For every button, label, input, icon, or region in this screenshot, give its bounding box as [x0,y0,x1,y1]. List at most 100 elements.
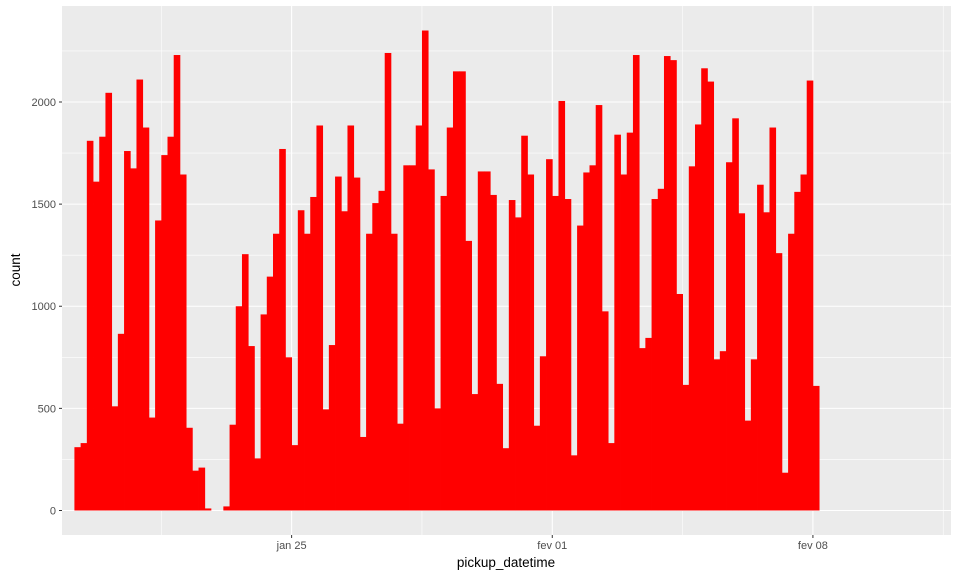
histogram-bar [359,436,367,511]
y-tick-label: 2000 [32,97,56,109]
histogram-bar [99,136,106,511]
histogram-bar [366,233,373,511]
histogram-bar [570,455,578,511]
histogram-bar [378,190,386,511]
histogram-bar [490,194,497,511]
histogram-bar [484,171,491,511]
histogram-bar [105,92,113,511]
y-tick-label: 1500 [32,199,56,211]
histogram-bar [471,394,479,511]
histogram-bar [577,225,584,511]
histogram-bar [130,168,137,511]
histogram-bar [800,174,808,511]
histogram-bar [713,359,721,511]
histogram-bar [546,159,553,511]
histogram-bar [409,165,417,511]
histogram-bar [639,348,646,511]
histogram-bar [390,233,398,511]
histogram-bar [428,169,435,511]
histogram-bar [539,356,547,511]
histogram-bar [93,181,100,511]
x-tick-label: jan 25 [276,540,307,552]
histogram-bar [781,472,789,511]
histogram-bar [583,172,590,511]
histogram-bar [229,424,237,511]
x-axis-title: pickup_datetime [457,555,555,570]
histogram-bar [397,423,404,511]
histogram-bar [74,447,82,511]
histogram-bar [341,211,348,511]
histogram-bar [564,199,572,511]
histogram-bar [632,55,640,511]
histogram-bar [670,60,677,511]
y-tick-label: 0 [50,505,56,517]
histogram-bar [192,470,199,511]
histogram-bar [347,125,355,511]
histogram-bar [508,200,516,511]
histogram-bar [502,448,510,511]
y-tick-label: 1000 [32,301,56,313]
histogram-bar [688,166,696,511]
histogram-bar [403,165,410,511]
histogram-bar [496,383,504,511]
histogram-bar [682,384,690,511]
histogram-bar [117,333,125,511]
y-axis-title: count [8,253,23,286]
histogram-bar [434,408,441,511]
histogram-bar [626,132,634,511]
histogram-bar [645,337,652,511]
histogram-bar [663,56,671,511]
histogram-bar [316,125,324,511]
histogram-bar [788,233,795,511]
histogram-bar [558,100,566,511]
x-tick-label: fev 01 [537,540,567,552]
histogram-bar [273,233,280,511]
histogram-bar [757,184,764,511]
histogram-bar [744,420,752,511]
x-axis: jan 25 fev 01 fev 08 [276,535,828,552]
histogram-bar [328,345,336,511]
histogram-bar [223,506,230,511]
histogram-bar [353,177,361,511]
histogram-bar [465,240,472,511]
histogram-bar [173,55,181,511]
histogram-bar [452,71,460,511]
histogram-bar [763,212,770,511]
histogram-bar [248,346,255,511]
histogram-bar [806,80,814,511]
histogram-bar [738,213,746,511]
histogram-bar [446,127,454,511]
histogram-bar [707,81,715,511]
histogram-bar [750,359,758,511]
histogram-bar [812,385,820,511]
histogram-bar [167,136,175,511]
histogram-bar [304,233,311,511]
histogram-bar [614,134,621,511]
histogram-bar [657,188,665,511]
histogram-bar [186,427,193,511]
histogram-bar [552,195,559,511]
histogram-bar [279,148,286,511]
x-tick-label: fev 08 [798,540,828,552]
histogram-bar [254,458,261,511]
histogram-bar [322,409,330,511]
histogram-bar [80,443,88,511]
histogram-bar [136,79,144,511]
histogram-bar [775,253,783,511]
histogram-bar [148,417,156,511]
histogram-bar [732,118,739,511]
histogram-bar [335,176,342,511]
histogram-bar [477,171,485,511]
histogram-bar [204,508,212,511]
histogram-bar [384,52,392,511]
histogram-bar [695,124,702,511]
histogram-bar [651,199,659,511]
histogram-bar [179,174,187,511]
histogram-bar [701,68,708,511]
histogram-bar [291,445,299,511]
histogram-bar [198,467,206,511]
histogram-bars [74,30,820,511]
histogram-bar [155,220,162,511]
histogram-bar [608,443,615,511]
